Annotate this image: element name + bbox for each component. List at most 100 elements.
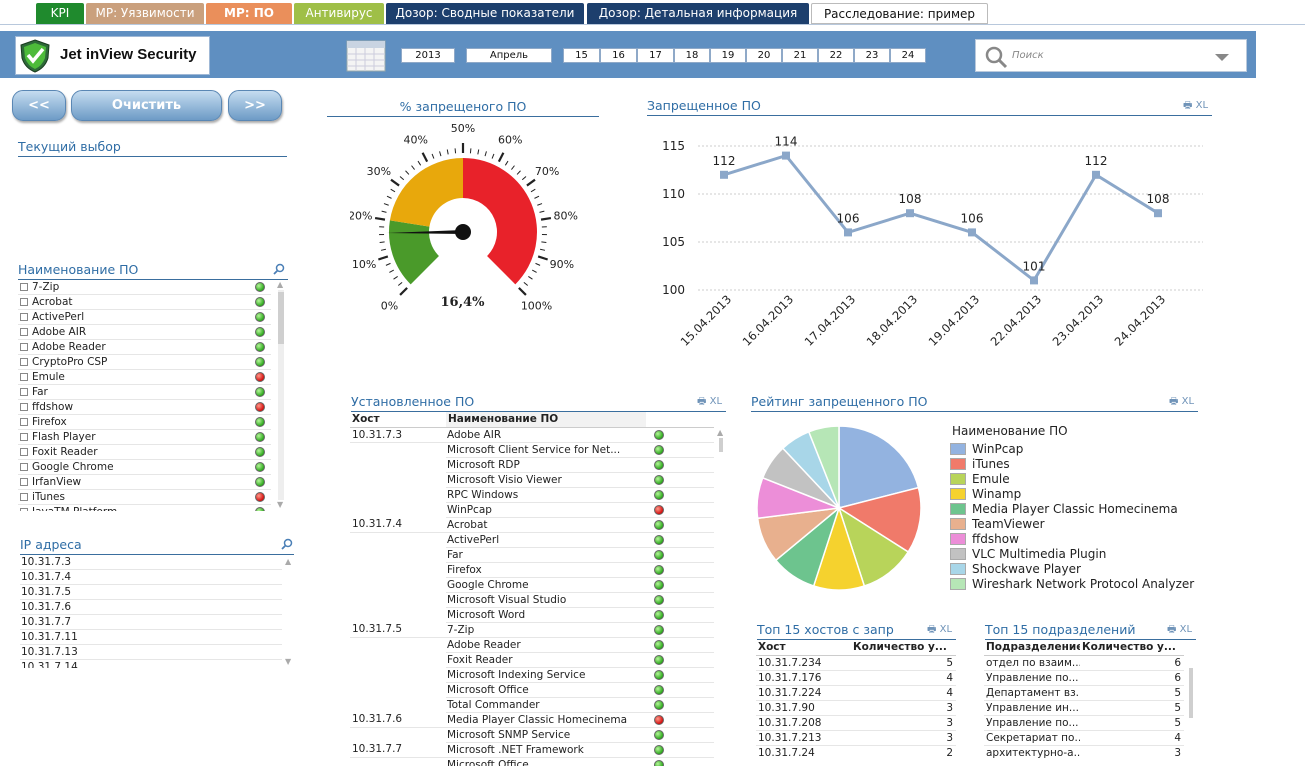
clear-button[interactable]: Очистить: [71, 90, 222, 121]
month-selector[interactable]: Апрель: [466, 48, 552, 63]
table-row[interactable]: Департамент вз... 5: [984, 685, 1184, 701]
list-item[interactable]: 7-Zip: [18, 280, 271, 295]
legend-item[interactable]: ffdshow: [950, 532, 1200, 547]
col-count[interactable]: Количество у...: [1080, 640, 1184, 656]
list-item[interactable]: JavaTM Platform: [18, 505, 271, 511]
day-23[interactable]: 23: [854, 48, 890, 63]
next-selection-button[interactable]: >>: [228, 90, 282, 121]
data-point[interactable]: [906, 209, 914, 218]
pie-slice[interactable]: [838, 425, 920, 509]
export-xl-icon[interactable]: 🖶 XL: [1183, 100, 1209, 111]
export-xl-icon[interactable]: 🖶 XL: [1169, 396, 1195, 407]
data-point[interactable]: [1092, 170, 1100, 179]
legend-item[interactable]: iTunes: [950, 457, 1200, 472]
col-count[interactable]: Количество у...: [851, 640, 956, 656]
scroll-down-icon[interactable]: ▼: [277, 500, 284, 509]
list-item[interactable]: 10.31.7.5: [20, 585, 282, 600]
table-row[interactable]: 10.31.7.4 Acrobat: [350, 517, 714, 533]
data-point[interactable]: [720, 170, 728, 179]
tab-investigation[interactable]: Расследование: пример: [811, 3, 988, 24]
export-xl-icon[interactable]: 🖶 XL: [927, 624, 953, 635]
day-15[interactable]: 15: [563, 48, 600, 63]
list-item[interactable]: Firefox: [18, 415, 271, 430]
list-item[interactable]: 10.31.7.3: [20, 555, 282, 570]
search-icon[interactable]: [281, 538, 293, 550]
legend-item[interactable]: Media Player Classic Homecinema: [950, 502, 1200, 517]
list-item[interactable]: ffdshow: [18, 400, 271, 415]
table-row[interactable]: Google Chrome: [350, 577, 714, 593]
checkbox[interactable]: [20, 313, 28, 321]
tab-dozor-details[interactable]: Дозор: Детальная информация: [587, 3, 809, 24]
list-item[interactable]: 10.31.7.14: [20, 660, 282, 668]
day-16[interactable]: 16: [600, 48, 637, 63]
list-item[interactable]: CryptoPro CSP: [18, 355, 271, 370]
list-item[interactable]: Flash Player: [18, 430, 271, 445]
table-row[interactable]: 10.31.7.213 3: [756, 730, 956, 746]
list-item[interactable]: Far: [18, 385, 271, 400]
table-row[interactable]: Foxit Reader: [350, 652, 714, 668]
legend-item[interactable]: TeamViewer: [950, 517, 1200, 532]
table-row[interactable]: Управление ин... 5: [984, 700, 1184, 716]
search-icon[interactable]: [273, 263, 285, 275]
checkbox[interactable]: [20, 418, 28, 426]
data-point[interactable]: [782, 151, 790, 160]
pie-slice[interactable]: [807, 425, 840, 509]
table-row[interactable]: ActivePerl: [350, 532, 714, 548]
software-list-scrollbar[interactable]: [278, 290, 284, 500]
table-row[interactable]: Microsoft Office: [350, 757, 714, 766]
table-row[interactable]: 10.31.7.6 Media Player Classic Homecinema: [350, 712, 714, 728]
list-item[interactable]: ActivePerl: [18, 310, 271, 325]
checkbox[interactable]: [20, 433, 28, 441]
table-row[interactable]: 10.31.7.3 Adobe AIR: [350, 427, 714, 443]
checkbox[interactable]: [20, 463, 28, 471]
list-item[interactable]: 10.31.7.6: [20, 600, 282, 615]
prev-selection-button[interactable]: <<: [12, 90, 66, 121]
day-19[interactable]: 19: [710, 48, 746, 63]
export-xl-icon[interactable]: 🖶 XL: [1167, 624, 1193, 635]
list-item[interactable]: Adobe Reader: [18, 340, 271, 355]
table-row[interactable]: Microsoft Indexing Service: [350, 667, 714, 683]
table-row[interactable]: 10.31.7.90 3: [756, 700, 956, 716]
list-item[interactable]: Emule: [18, 370, 271, 385]
list-item[interactable]: Adobe AIR: [18, 325, 271, 340]
chevron-down-icon[interactable]: [1214, 53, 1230, 62]
table-row[interactable]: WinPcap: [350, 502, 714, 518]
col-software-name[interactable]: Наименование ПО: [446, 412, 646, 428]
search-box[interactable]: Поиск: [975, 39, 1247, 72]
table-row[interactable]: архитектурно-а... 3: [984, 745, 1184, 760]
table-row[interactable]: Firefox: [350, 562, 714, 578]
table-row[interactable]: Microsoft Visual Studio: [350, 592, 714, 608]
table-row[interactable]: Управление по... 5: [984, 715, 1184, 731]
data-point[interactable]: [968, 228, 976, 237]
table-row[interactable]: 10.31.7.224 4: [756, 685, 956, 701]
table-row[interactable]: Microsoft Word: [350, 607, 714, 623]
checkbox[interactable]: [20, 388, 28, 396]
legend-item[interactable]: VLC Multimedia Plugin: [950, 547, 1200, 562]
checkbox[interactable]: [20, 403, 28, 411]
table-row[interactable]: Microsoft Visio Viewer: [350, 472, 714, 488]
list-item[interactable]: Foxit Reader: [18, 445, 271, 460]
table-row[interactable]: Microsoft Office: [350, 682, 714, 698]
checkbox[interactable]: [20, 328, 28, 336]
list-item[interactable]: IrfanView: [18, 475, 271, 490]
table-row[interactable]: 10.31.7.5 7-Zip: [350, 622, 714, 638]
calendar-icon[interactable]: [346, 38, 386, 72]
checkbox[interactable]: [20, 343, 28, 351]
list-item[interactable]: 10.31.7.13: [20, 645, 282, 660]
year-selector[interactable]: 2013: [401, 48, 455, 63]
legend-item[interactable]: Emule: [950, 472, 1200, 487]
scroll-down-icon[interactable]: ▼: [285, 657, 292, 666]
list-item[interactable]: 10.31.7.11: [20, 630, 282, 645]
installed-scroll-thumb[interactable]: [719, 438, 723, 452]
scroll-up-icon[interactable]: ▲: [277, 280, 284, 289]
checkbox[interactable]: [20, 358, 28, 366]
day-18[interactable]: 18: [674, 48, 710, 63]
data-point[interactable]: [1030, 276, 1038, 285]
table-row[interactable]: Microsoft SNMP Service: [350, 727, 714, 743]
list-item[interactable]: 10.31.7.4: [20, 570, 282, 585]
table-row[interactable]: 10.31.7.24 2: [756, 745, 956, 760]
tab-dozor-summary[interactable]: Дозор: Сводные показатели: [386, 3, 584, 24]
legend-item[interactable]: Winamp: [950, 487, 1200, 502]
day-24[interactable]: 24: [890, 48, 926, 63]
legend-item[interactable]: Wireshark Network Protocol Analyzer: [950, 577, 1200, 592]
